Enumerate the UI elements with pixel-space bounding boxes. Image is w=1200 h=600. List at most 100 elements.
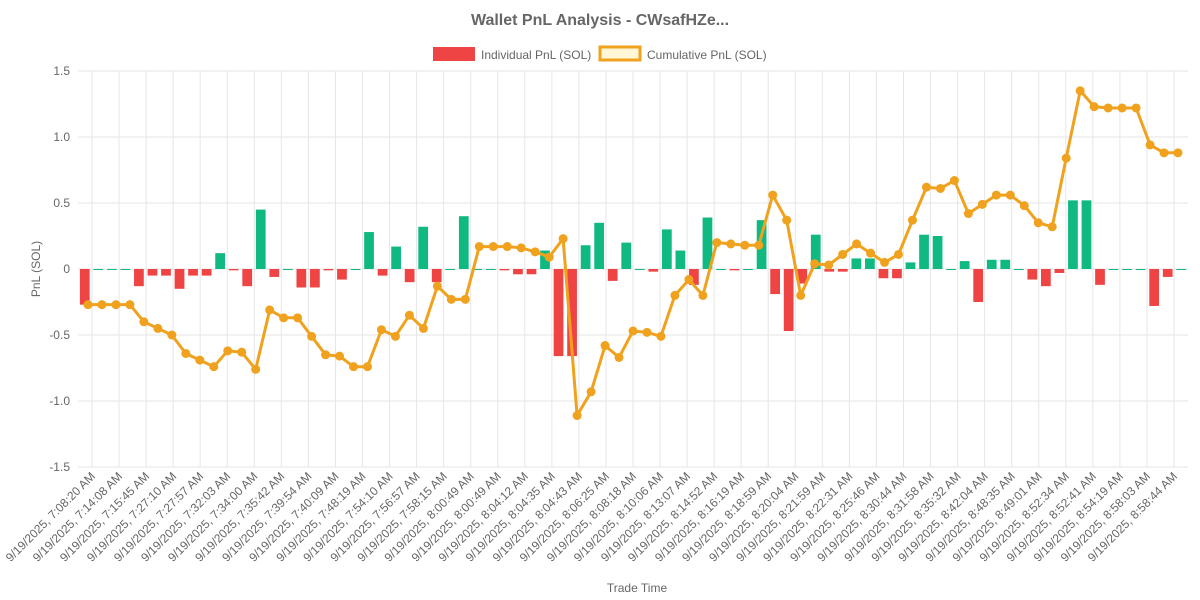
cumulative-point[interactable] — [293, 313, 303, 323]
bar-negative[interactable] — [377, 269, 388, 276]
cumulative-point[interactable] — [782, 215, 792, 225]
bar-positive[interactable] — [743, 269, 753, 270]
bar-negative[interactable] — [526, 269, 537, 275]
cumulative-point[interactable] — [474, 242, 484, 252]
bar-positive[interactable] — [1108, 269, 1119, 270]
bar-positive[interactable] — [255, 209, 266, 269]
bar-negative[interactable] — [147, 269, 158, 276]
bar-positive[interactable] — [702, 217, 713, 269]
bar-positive[interactable] — [120, 269, 131, 270]
bar-positive[interactable] — [485, 269, 496, 270]
cumulative-point[interactable] — [335, 351, 345, 361]
cumulative-point[interactable] — [251, 364, 261, 374]
cumulative-point[interactable] — [726, 239, 736, 249]
bar-positive[interactable] — [282, 269, 293, 270]
bar-positive[interactable] — [621, 242, 632, 269]
bar-negative[interactable] — [567, 269, 577, 357]
cumulative-point[interactable] — [167, 330, 177, 340]
cumulative-point[interactable] — [1103, 103, 1113, 113]
bar-negative[interactable] — [499, 269, 510, 271]
legend-item-individual[interactable]: Individual PnL (SOL) — [433, 47, 591, 62]
bar-negative[interactable] — [431, 269, 442, 283]
bar-negative[interactable] — [242, 269, 253, 287]
cumulative-point[interactable] — [921, 182, 931, 192]
cumulative-point[interactable] — [740, 240, 750, 250]
cumulative-point[interactable] — [125, 300, 135, 310]
bar-negative[interactable] — [824, 269, 835, 272]
cumulative-point[interactable] — [642, 327, 652, 337]
cumulative-point[interactable] — [1075, 86, 1085, 96]
cumulative-point[interactable] — [600, 341, 610, 351]
cumulative-point[interactable] — [97, 300, 107, 310]
bar-positive[interactable] — [865, 258, 875, 269]
bar-negative[interactable] — [783, 269, 794, 332]
bar-positive[interactable] — [1068, 200, 1078, 269]
cumulative-point[interactable] — [824, 260, 834, 270]
bar-negative[interactable] — [1054, 269, 1065, 273]
cumulative-point[interactable] — [1061, 153, 1071, 163]
bar-negative[interactable] — [837, 269, 848, 272]
cumulative-point[interactable] — [894, 249, 904, 259]
bar-negative[interactable] — [310, 269, 320, 288]
cumulative-point[interactable] — [1033, 218, 1043, 228]
bar-positive[interactable] — [716, 269, 726, 270]
bar-positive[interactable] — [905, 262, 916, 269]
cumulative-point[interactable] — [866, 248, 876, 258]
bar-negative[interactable] — [161, 269, 171, 276]
bar-positive[interactable] — [418, 226, 429, 269]
cumulative-point[interactable] — [614, 352, 624, 362]
cumulative-point[interactable] — [460, 294, 470, 304]
cumulative-point[interactable] — [530, 247, 540, 257]
legend[interactable]: Individual PnL (SOL) Cumulative PnL (SOL… — [433, 45, 767, 62]
cumulative-point[interactable] — [265, 305, 275, 315]
cumulative-point[interactable] — [1005, 190, 1015, 200]
cumulative-point[interactable] — [880, 257, 890, 267]
bar-positive[interactable] — [594, 222, 605, 269]
cumulative-point[interactable] — [195, 355, 205, 365]
cumulative-point[interactable] — [907, 215, 917, 225]
cumulative-point[interactable] — [237, 347, 247, 357]
cumulative-point[interactable] — [1089, 102, 1099, 112]
cumulative-point[interactable] — [1159, 148, 1169, 158]
bar-negative[interactable] — [337, 269, 347, 280]
bar-negative[interactable] — [323, 269, 334, 271]
bar-negative[interactable] — [648, 269, 659, 272]
bar-positive[interactable] — [1176, 269, 1187, 270]
cumulative-point[interactable] — [349, 362, 359, 372]
bar-positive[interactable] — [1135, 269, 1146, 270]
cumulative-point[interactable] — [209, 362, 219, 372]
bar-positive[interactable] — [675, 250, 686, 269]
bar-negative[interactable] — [296, 269, 307, 288]
bar-positive[interactable] — [1000, 259, 1011, 269]
bar-negative[interactable] — [878, 269, 889, 279]
bar-negative[interactable] — [689, 269, 699, 285]
cumulative-point[interactable] — [586, 387, 596, 397]
bar-negative[interactable] — [228, 269, 239, 271]
cumulative-point[interactable] — [838, 249, 848, 259]
cumulative-point[interactable] — [390, 331, 400, 341]
cumulative-point[interactable] — [181, 348, 191, 358]
bar-positive[interactable] — [1122, 269, 1132, 270]
cumulative-point[interactable] — [1131, 103, 1141, 113]
cumulative-point[interactable] — [516, 243, 526, 253]
bar-positive[interactable] — [458, 216, 469, 269]
bar-negative[interactable] — [553, 269, 564, 357]
cumulative-point[interactable] — [684, 275, 694, 285]
cumulative-point[interactable] — [754, 240, 764, 250]
bar-positive[interactable] — [472, 269, 483, 270]
bar-positive[interactable] — [580, 245, 591, 269]
cumulative-point[interactable] — [949, 176, 959, 186]
bar-negative[interactable] — [201, 269, 212, 276]
cumulative-point[interactable] — [362, 362, 372, 372]
cumulative-point[interactable] — [810, 259, 820, 269]
cumulative-point[interactable] — [1047, 222, 1057, 232]
cumulative-point[interactable] — [139, 317, 149, 327]
bar-negative[interactable] — [188, 269, 198, 276]
cumulative-point[interactable] — [307, 331, 317, 341]
cumulative-point[interactable] — [223, 346, 233, 356]
cumulative-point[interactable] — [572, 411, 582, 421]
bar-positive[interactable] — [810, 234, 821, 269]
cumulative-point[interactable] — [488, 242, 498, 252]
cumulative-point[interactable] — [544, 252, 554, 262]
bar-positive[interactable] — [634, 269, 645, 270]
